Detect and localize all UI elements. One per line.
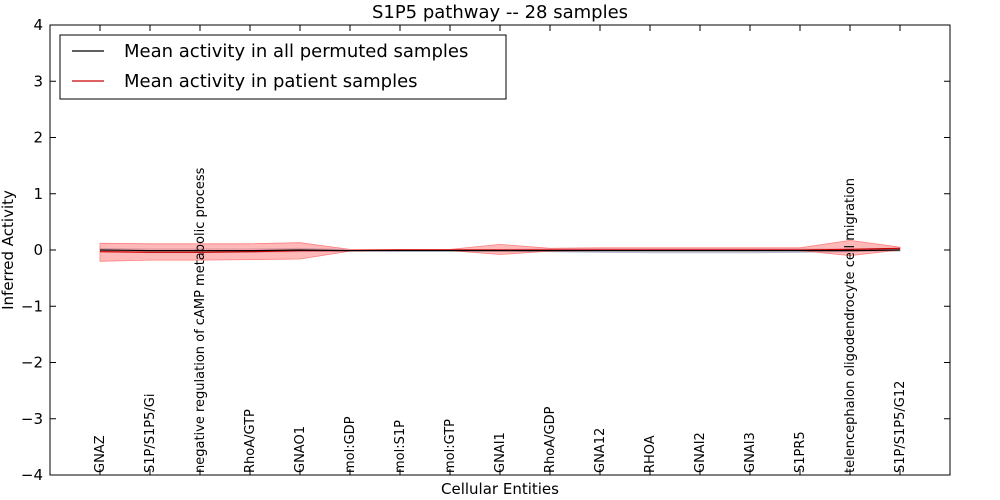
y-axis-title: Inferred Activity bbox=[0, 190, 17, 310]
x-category-label: mol:GDP bbox=[343, 416, 358, 473]
x-category-label: telencephalon oligodendrocyte cell migra… bbox=[843, 178, 858, 473]
y-tick-label: 1 bbox=[33, 185, 43, 203]
x-category-label: RhoA/GTP bbox=[243, 409, 258, 473]
y-tick-label: 4 bbox=[33, 16, 43, 34]
category-labels: GNAZ S1P/S1P5/Gi negative regulation of cA… bbox=[93, 25, 908, 475]
x-category-label: RhoA/GDP bbox=[543, 406, 558, 473]
chart-title: S1P5 pathway -- 28 samples bbox=[372, 2, 628, 23]
x-category-label: GNAO1 bbox=[293, 426, 308, 473]
legend-box bbox=[59, 34, 507, 100]
x-category-label: GNAI1 bbox=[493, 432, 508, 473]
legend: Mean activity in all permuted samples Me… bbox=[59, 34, 507, 100]
legend-label-patient: Mean activity in patient samples bbox=[124, 71, 418, 92]
x-category-label: mol:GTP bbox=[443, 419, 458, 473]
x-category-label: GNA12 bbox=[593, 428, 608, 473]
y-tick-label: −3 bbox=[21, 410, 43, 428]
y-ticks: −4 −3 −2 −1 0 1 2 3 4 bbox=[21, 16, 950, 484]
x-category-label: mol:S1P bbox=[393, 420, 408, 473]
line-permuted bbox=[99, 249, 901, 252]
y-tick-label: 3 bbox=[33, 72, 43, 90]
x-category-label: S1PR5 bbox=[793, 431, 808, 473]
x-axis-title: Cellular Entities bbox=[441, 480, 559, 498]
x-category-label: GNAI2 bbox=[693, 432, 708, 473]
y-tick-label: −2 bbox=[21, 354, 43, 372]
legend-label-permuted: Mean activity in all permuted samples bbox=[124, 41, 468, 62]
x-category-label: RHOA bbox=[643, 435, 658, 473]
y-tick-label: −4 bbox=[21, 466, 43, 484]
x-category-label: negative regulation of cAMP metabolic pr… bbox=[193, 167, 208, 473]
x-category-label: GNAZ bbox=[93, 435, 108, 473]
x-category-label: GNAI3 bbox=[743, 432, 758, 473]
y-tick-label: −1 bbox=[21, 297, 43, 315]
x-category-label: S1P/S1P5/Gi bbox=[143, 394, 158, 473]
x-category-label: S1P/S1P5/G12 bbox=[893, 381, 908, 473]
y-tick-label: 0 bbox=[33, 241, 43, 259]
y-tick-label: 2 bbox=[33, 129, 43, 147]
series-lines bbox=[99, 247, 901, 253]
